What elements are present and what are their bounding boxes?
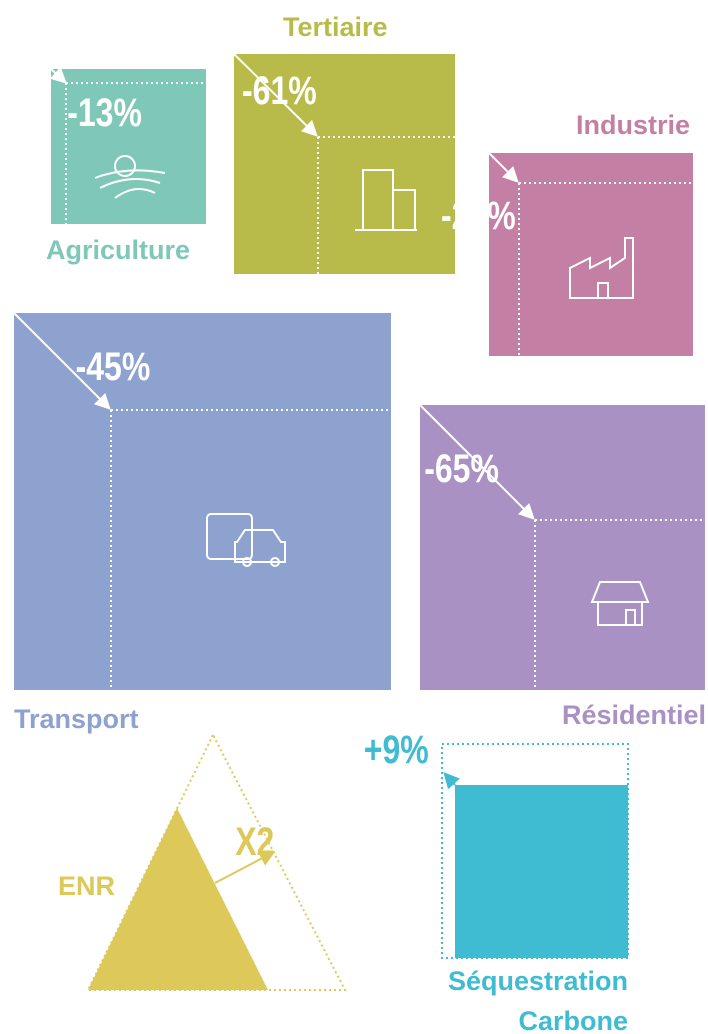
label: Résidentiel: [562, 700, 706, 730]
label: Séquestration: [448, 966, 628, 996]
label: Agriculture: [46, 235, 190, 265]
value: -45%: [76, 344, 151, 389]
value: +9%: [364, 727, 429, 772]
value: -65%: [424, 446, 499, 491]
enr-block: X2 ENR: [58, 732, 347, 991]
value: -26%: [441, 193, 516, 238]
value: -13%: [67, 90, 142, 135]
label: Transport: [14, 704, 139, 734]
industrie-block: -26% Industrie: [441, 110, 693, 356]
label: Tertiaire: [283, 12, 388, 42]
agriculture-block: -13% Agriculture: [46, 66, 206, 265]
tertiaire-block: -61% Tertiaire: [233, 12, 455, 274]
value: -61%: [242, 68, 317, 113]
value: X2: [235, 819, 274, 864]
label: Industrie: [576, 110, 690, 140]
label: ENR: [58, 871, 115, 901]
residentiel-block: -65% Résidentiel: [419, 404, 706, 730]
sequestration-block: +9% Séquestration Carbone: [364, 727, 629, 1034]
label: Carbone: [518, 1006, 628, 1034]
transport-block: -45% Transport: [13, 312, 391, 734]
